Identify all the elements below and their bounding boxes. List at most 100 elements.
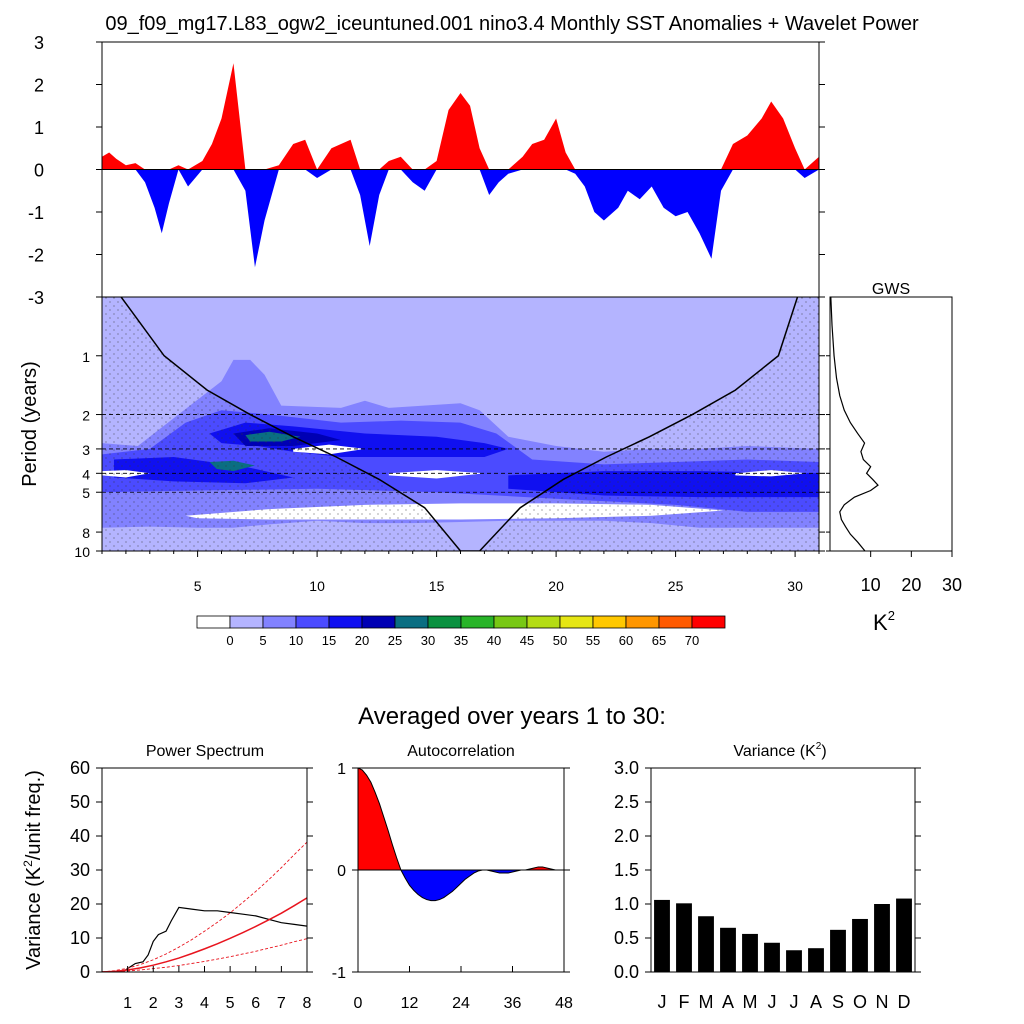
variance-bar — [896, 898, 912, 972]
variance-bar — [808, 948, 824, 972]
spec-xtick-label: 1 — [123, 995, 132, 1012]
acf-xtick-label: 36 — [504, 995, 522, 1012]
colorbar-box — [460, 615, 495, 629]
power-spectrum-title: Power Spectrum — [146, 743, 264, 760]
variance-ytick-label: 1.0 — [614, 894, 639, 914]
colorbar-label: 55 — [586, 633, 600, 648]
variance-title-sup: 2 — [816, 741, 822, 752]
acf-xtick-label: 0 — [354, 995, 363, 1012]
wavelet-power-panel: 1 2 3 4 5 8 10 5 10 15 20 25 30 Period (years) — [19, 296, 825, 594]
ylabel-part-1: Variance (K — [23, 866, 45, 970]
power-spectrum-upper-95--line — [102, 841, 307, 972]
gws-xtick-label: 10 — [861, 575, 881, 595]
acf-ytick-label: 1 — [337, 761, 346, 778]
spec-ytick-label: 30 — [70, 860, 90, 880]
gws-xtick-label: 20 — [901, 575, 921, 595]
spec-ytick-label: 60 — [70, 758, 90, 778]
colorbar-box — [427, 615, 462, 629]
spec-xtick-label: 7 — [277, 995, 286, 1012]
spec-ytick-label: 0 — [80, 962, 90, 982]
variance-bar — [698, 916, 714, 972]
colorbar-label: 10 — [289, 633, 303, 648]
colorbar-label: 35 — [454, 633, 468, 648]
autocorrelation-panel: Autocorrelation 1 0 -1 0 12 24 36 48 — [332, 743, 573, 1012]
year-xtick-label: 5 — [194, 578, 202, 594]
spec-xtick-label: 5 — [226, 995, 235, 1012]
colorbar-box — [658, 615, 693, 629]
colorbar-label: 50 — [553, 633, 567, 648]
spec-xtick-label: 8 — [303, 995, 312, 1012]
variance-bar — [676, 903, 692, 972]
sst-ytick-label: 1 — [34, 118, 44, 138]
variance-bar — [720, 927, 736, 972]
cone-of-influence — [120, 297, 799, 551]
cone-stipple-right — [479, 297, 819, 551]
colorbar-label: 60 — [619, 633, 633, 648]
colorbar-label: 25 — [388, 633, 402, 648]
acf-ytick-label: -1 — [332, 965, 346, 982]
variance-month-label: S — [832, 992, 844, 1012]
gws-axis-label: K2 — [873, 608, 895, 635]
year-xtick-label: 30 — [787, 578, 803, 594]
colorbar-box — [493, 615, 528, 629]
period-ytick-label: 2 — [82, 408, 90, 424]
sst-ytick-label: -1 — [28, 203, 44, 223]
gws-title: GWS — [872, 281, 910, 298]
year-xtick-label: 15 — [429, 578, 445, 594]
power-spectrum-red-noise-line — [102, 897, 307, 972]
power-spectrum-lower-95--line — [102, 938, 307, 972]
variance-title-base: Variance (K — [733, 743, 816, 760]
variance-title: Variance (K2) — [733, 741, 826, 760]
sst-negative-area — [102, 169, 819, 268]
spec-xtick-label: 6 — [251, 995, 260, 1012]
variance-month-label: J — [768, 992, 777, 1012]
colorbar-box — [229, 615, 264, 629]
variance-month-label: J — [658, 992, 667, 1012]
colorbar-box — [526, 615, 561, 629]
variance-month-label: M — [743, 992, 758, 1012]
ylabel-part-2: /unit freq.) — [23, 770, 45, 860]
acf-positive-area — [358, 768, 564, 870]
variance-month-label: A — [722, 992, 734, 1012]
ylabel-sup: 2 — [21, 860, 35, 867]
sst-ytick-label: 0 — [34, 161, 44, 181]
variance-title-end: ) — [821, 743, 826, 760]
gws-xtick-label: 30 — [942, 575, 962, 595]
variance-ytick-label: 2.0 — [614, 826, 639, 846]
power-spectrum-ylabel: Variance (K2/unit freq.) — [21, 770, 45, 970]
variance-bar — [786, 950, 802, 972]
variance-bar — [654, 899, 670, 972]
colorbar-label: 65 — [652, 633, 666, 648]
variance-month-label: F — [679, 992, 690, 1012]
colorbar-label: 5 — [259, 633, 266, 648]
global-wavelet-spectrum-panel: GWS 10 20 30 K2 — [826, 281, 962, 635]
sst-positive-area — [102, 63, 819, 170]
variance-month-label: A — [810, 992, 822, 1012]
period-ytick-label: 3 — [82, 442, 90, 458]
colorbar-box — [196, 615, 231, 629]
sst-anomaly-panel: 3 2 1 0 -1 -2 -3 — [28, 33, 825, 308]
acf-xtick-label: 48 — [555, 995, 573, 1012]
variance-ytick-label: 3.0 — [614, 758, 639, 778]
spec-xtick-label: 2 — [149, 995, 158, 1012]
wavelet-power-contour — [388, 470, 485, 479]
gws-line — [830, 297, 879, 551]
colorbar-label: 15 — [322, 633, 336, 648]
variance-bar — [830, 929, 846, 972]
period-ytick-label: 10 — [74, 544, 90, 560]
sst-ytick-label: 3 — [34, 33, 44, 53]
colorbar-box — [559, 615, 594, 629]
colorbar-box — [625, 615, 660, 629]
sst-ytick-label: -2 — [28, 246, 44, 266]
colorbar-box — [295, 615, 330, 629]
colorbar-box — [262, 615, 297, 629]
variance-month-label: N — [876, 992, 889, 1012]
year-xtick-label: 10 — [309, 578, 325, 594]
spec-ytick-label: 20 — [70, 894, 90, 914]
gws-axis-label-base: K — [873, 610, 888, 635]
cone-stipple-left — [102, 297, 461, 551]
acf-line — [358, 768, 564, 902]
variance-month-label: J — [790, 992, 799, 1012]
colorbar-label: 0 — [226, 633, 233, 648]
